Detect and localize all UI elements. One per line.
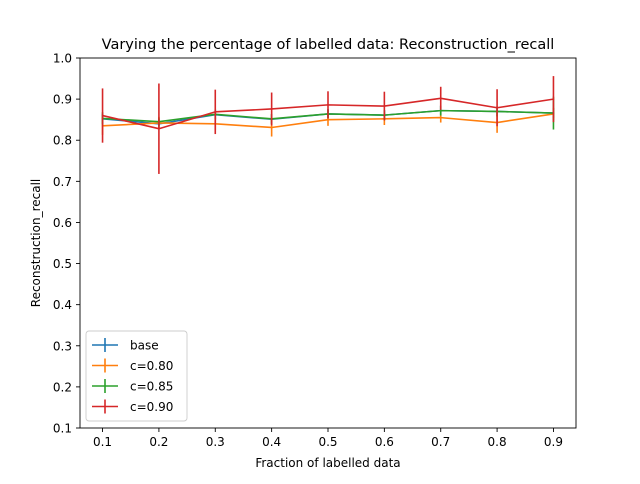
x-axis-label: Fraction of labelled data: [255, 456, 400, 470]
legend-entry: c=0.80: [92, 358, 173, 373]
data-point: [439, 109, 442, 112]
legend-entry: c=0.85: [92, 379, 173, 394]
legend-box: [85, 330, 188, 422]
legend-label: c=0.80: [130, 359, 173, 373]
series-c=0.90: [101, 76, 555, 174]
chart-title: Varying the percentage of labelled data:…: [102, 37, 555, 53]
x-tick-label: 0.5: [318, 435, 337, 449]
data-point: [439, 97, 442, 100]
x-axis-ticks: 0.1 0.2 0.3 0.4 0.5 0.6 0.7 0.8 0.9: [93, 428, 563, 449]
y-tick-label: 0.8: [53, 134, 72, 148]
legend-label: c=0.85: [130, 380, 173, 394]
y-tick-label: 0.2: [53, 380, 72, 394]
legend-label: c=0.90: [130, 400, 173, 414]
data-point: [327, 104, 329, 106]
data-point: [552, 98, 555, 100]
x-tick-label: 0.9: [544, 435, 563, 449]
y-axis-ticks: 0.1 0.2 0.3 0.4 0.5 0.6 0.7 0.8 0.9 1.0: [53, 52, 80, 436]
legend-entry: c=0.90: [92, 399, 173, 414]
y-tick-label: 0.5: [53, 257, 72, 271]
y-tick-label: 0.6: [53, 216, 72, 230]
x-tick-label: 0.3: [206, 435, 225, 449]
x-tick-label: 0.1: [93, 435, 112, 449]
x-tick-label: 0.2: [149, 435, 168, 449]
data-point: [270, 108, 273, 110]
data-point: [214, 111, 217, 113]
y-tick-label: 0.4: [53, 298, 72, 312]
legend-entries: base c=0.80 c=0.85 c=0.90: [92, 338, 173, 414]
x-tick-label: 0.7: [431, 435, 450, 449]
data-point: [383, 105, 386, 107]
y-tick-label: 0.3: [53, 339, 72, 353]
legend-entry: base: [92, 338, 159, 353]
y-tick-label: 0.9: [53, 93, 72, 107]
data-point: [270, 126, 273, 129]
data-point: [496, 106, 498, 109]
x-tick-label: 0.4: [262, 435, 281, 449]
y-tick-label: 1.0: [53, 52, 72, 66]
legend-label: base: [130, 339, 159, 353]
data-point: [101, 114, 104, 117]
y-axis-label: Reconstruction_recall: [29, 179, 43, 307]
x-tick-label: 0.6: [375, 435, 394, 449]
data-point: [158, 127, 160, 130]
data-point: [439, 116, 442, 119]
legend: base c=0.80 c=0.85 c=0.90: [85, 330, 188, 422]
data-point: [327, 118, 329, 121]
y-tick-label: 0.7: [53, 175, 72, 189]
x-tick-label: 0.8: [488, 435, 507, 449]
series-layer: [101, 76, 555, 174]
y-tick-label: 0.1: [53, 422, 72, 436]
